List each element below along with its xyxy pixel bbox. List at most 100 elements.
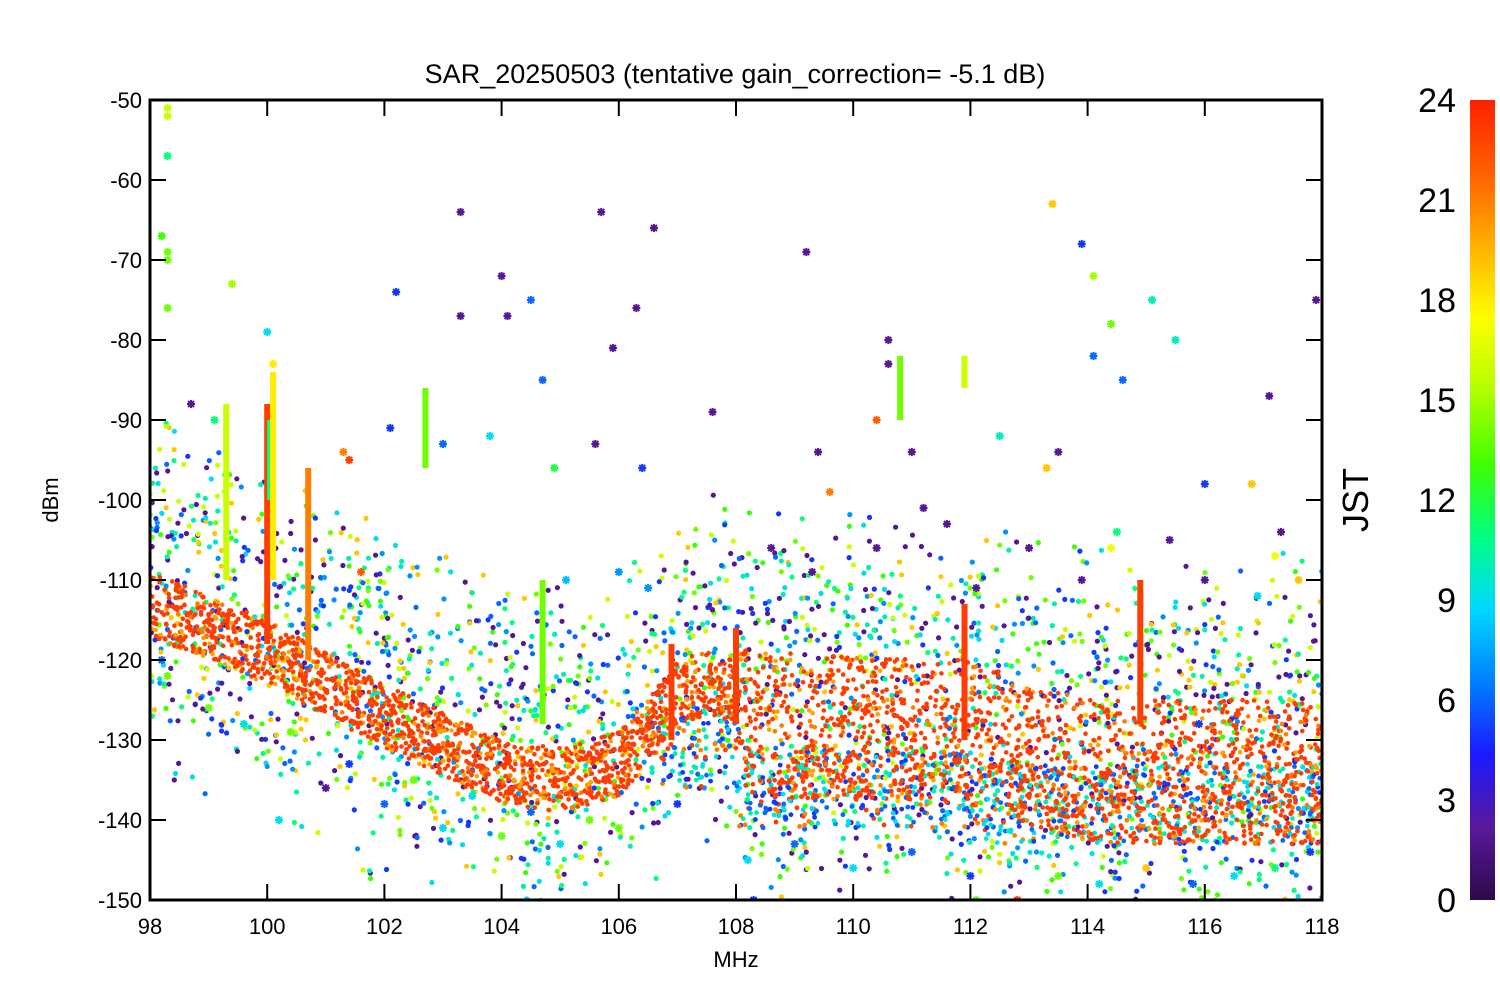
scatter-marker	[1031, 839, 1037, 844]
scatter-marker	[1271, 642, 1278, 648]
scatter-marker	[985, 831, 991, 837]
scatter-marker	[1175, 625, 1182, 631]
scatter-marker	[1205, 779, 1211, 785]
scatter-marker	[469, 590, 475, 596]
scatter-marker	[908, 745, 914, 750]
scatter-marker	[772, 777, 777, 783]
scatter-marker	[746, 510, 753, 516]
scatter-marker	[291, 576, 297, 582]
scatter-marker	[870, 729, 875, 734]
scatter-marker	[1163, 761, 1168, 766]
scatter-marker	[960, 749, 965, 754]
scatter-marker	[910, 805, 916, 810]
scatter-marker	[185, 453, 191, 459]
scatter-marker	[872, 650, 878, 656]
scatter-marker	[731, 561, 737, 567]
scatter-marker	[1229, 681, 1235, 687]
scatter-marker	[1129, 744, 1135, 750]
scatter-marker	[545, 686, 551, 692]
scatter-marker	[1309, 905, 1314, 910]
scatter-marker	[866, 564, 872, 571]
scatter-marker	[1064, 692, 1070, 698]
scatter-marker	[911, 774, 917, 780]
scatter-marker	[404, 670, 410, 676]
scatter-marker	[1006, 547, 1012, 553]
scatter-marker	[805, 627, 811, 633]
scatter-marker	[1072, 638, 1078, 644]
scatter-marker	[727, 709, 732, 715]
scatter-marker	[886, 590, 892, 596]
scatter-marker	[862, 852, 869, 858]
scatter-marker	[156, 601, 162, 607]
scatter-marker	[1103, 625, 1109, 631]
scatter-marker	[773, 801, 779, 806]
scatter-marker	[588, 668, 594, 674]
scatter-marker	[866, 866, 872, 872]
scatter-marker	[444, 743, 450, 748]
scatter-marker	[168, 665, 174, 672]
scatter-marker	[777, 785, 783, 791]
scatter-marker	[597, 846, 603, 852]
scatter-marker	[1172, 604, 1178, 611]
scatter-marker	[1271, 825, 1277, 830]
scatter-marker	[1055, 769, 1061, 775]
scatter-marker	[1203, 662, 1209, 668]
scatter-marker	[1256, 689, 1262, 695]
scatter-marker	[804, 622, 810, 628]
scatter-marker	[1094, 840, 1100, 845]
scatter-marker	[1175, 698, 1180, 704]
scatter-marker	[158, 532, 164, 538]
scatter-marker	[971, 620, 977, 626]
scatter-marker	[954, 784, 960, 790]
scatter-marker	[973, 781, 979, 787]
scatter-marker	[202, 791, 208, 797]
scatter-marker	[948, 777, 953, 782]
scatter-marker	[434, 567, 440, 573]
scatter-marker	[952, 727, 958, 732]
scatter-marker	[1050, 660, 1056, 666]
scatter-marker	[1295, 828, 1300, 834]
scatter-marker	[1046, 639, 1053, 646]
scatter-marker	[572, 694, 578, 700]
scatter-marker	[559, 618, 565, 624]
scatter-marker	[306, 667, 312, 673]
scatter-marker	[813, 599, 819, 605]
scatter-marker	[977, 674, 983, 680]
scatter-marker	[283, 613, 290, 619]
scatter-marker	[722, 770, 727, 776]
scatter-marker	[335, 722, 341, 729]
scatter-marker	[883, 643, 889, 649]
scatter-marker	[1276, 932, 1281, 937]
scatter-marker	[999, 637, 1005, 644]
scatter-marker	[1202, 688, 1208, 694]
scatter-marker	[865, 679, 871, 685]
scatter-marker	[662, 638, 668, 644]
scatter-marker	[1058, 889, 1064, 895]
scatter-marker	[1122, 859, 1128, 865]
scatter-marker	[237, 696, 243, 702]
scatter-marker	[515, 703, 521, 709]
scatter-marker	[1013, 855, 1019, 861]
scatter-marker	[626, 663, 632, 669]
scatter-marker	[754, 564, 760, 571]
scatter-marker	[1280, 766, 1286, 772]
scatter-marker	[1139, 817, 1145, 823]
scatter-marker	[747, 715, 752, 720]
scatter-marker	[175, 718, 181, 724]
scatter-marker	[1098, 684, 1104, 690]
scatter-marker	[321, 562, 327, 568]
scatter-marker	[1079, 740, 1085, 745]
scatter-marker	[430, 732, 436, 738]
scatter-marker	[749, 846, 755, 852]
scatter-marker	[575, 673, 581, 679]
scatter-marker	[874, 655, 880, 661]
scatter-marker	[1229, 820, 1235, 826]
scatter-marker	[600, 725, 606, 732]
scatter-marker	[905, 814, 911, 820]
scatter-marker	[1171, 799, 1176, 804]
scatter-marker	[1091, 649, 1097, 656]
scatter-marker	[988, 721, 994, 727]
scatter-marker	[237, 627, 243, 633]
scatter-marker	[212, 539, 219, 545]
scatter-marker	[1211, 654, 1217, 660]
